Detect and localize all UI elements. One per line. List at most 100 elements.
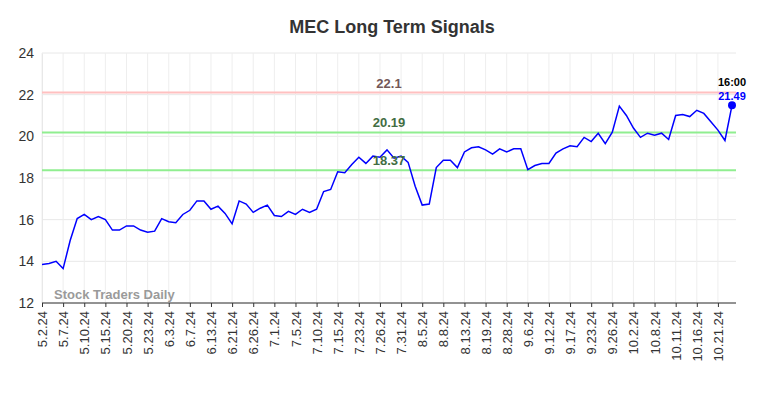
tick: 9.6.24 [521, 303, 536, 347]
tick-mark [612, 303, 613, 307]
grid-line [189, 53, 190, 303]
grid-line [633, 53, 634, 303]
grid-line [358, 53, 359, 303]
tick-label: 7.23.24 [352, 311, 367, 354]
reference-label: 22.1 [376, 76, 401, 91]
grid-line [295, 53, 296, 303]
tick: 10.21.24 [711, 303, 726, 362]
grid-line [274, 53, 275, 303]
tick-mark [211, 303, 212, 307]
grid [42, 53, 736, 303]
tick-mark [317, 303, 318, 307]
tick-label: 12 [18, 295, 34, 311]
tick: 24 [18, 45, 42, 61]
grid-line [464, 53, 465, 303]
tick: 8.28.24 [500, 303, 515, 354]
grid-line [147, 53, 148, 303]
tick-mark [232, 303, 233, 307]
grid-line [42, 178, 736, 179]
tick-mark [676, 303, 677, 307]
tick-label: 18 [18, 170, 34, 186]
tick-label: 7.15.24 [331, 311, 346, 354]
tick-mark [126, 303, 127, 307]
tick-mark [380, 303, 381, 307]
tick: 10.16.24 [690, 303, 705, 362]
grid-line [232, 53, 233, 303]
tick-label: 8.13.24 [457, 311, 472, 354]
tick: 10.11.24 [669, 303, 684, 361]
grid-line [42, 261, 736, 262]
plot-area [42, 101, 736, 268]
tick-label: 9.12.24 [542, 311, 557, 354]
tick: 5.7.24 [56, 303, 71, 347]
grid-line [696, 53, 697, 303]
tick-mark [84, 303, 85, 307]
tick-label: 8.28.24 [500, 311, 515, 354]
tick-label: 8.5.24 [415, 311, 430, 347]
tick-label: 9.26.24 [605, 311, 620, 354]
tick-label: 5.10.24 [77, 311, 92, 354]
tick-label: 16 [18, 212, 34, 228]
tick-label: 20 [18, 128, 34, 144]
tick: 9.17.24 [563, 303, 578, 354]
grid-line [42, 53, 43, 303]
grid-line [42, 94, 736, 95]
tick: 16 [18, 212, 42, 228]
reference-line [42, 131, 736, 133]
tick-mark [697, 303, 698, 307]
tick-mark [464, 303, 465, 307]
tick-label: 6.13.24 [204, 311, 219, 354]
tick-mark [274, 303, 275, 307]
tick-mark [63, 303, 64, 307]
tick-mark [507, 303, 508, 307]
tick-label: 22 [18, 87, 34, 103]
grid-line [126, 53, 127, 303]
value-label: 21.49 [718, 90, 746, 102]
tick-mark [549, 303, 550, 307]
tick-label: 6.3.24 [162, 311, 177, 347]
tick: 6.13.24 [204, 303, 219, 354]
grid-line [485, 53, 486, 303]
tick: 7.31.24 [394, 303, 409, 354]
grid-line [654, 53, 655, 303]
tick-mark [295, 303, 296, 307]
tick-mark [443, 303, 444, 307]
tick: 9.26.24 [605, 303, 620, 354]
tick-label: 9.23.24 [584, 311, 599, 354]
tick-mark [190, 303, 191, 307]
grid-line [42, 303, 736, 304]
grid-line [210, 53, 211, 303]
chart: 121416182022245.2.245.7.245.10.245.15.24… [0, 0, 784, 398]
tick-label: 14 [18, 253, 34, 269]
grid-line [443, 53, 444, 303]
tick-label: 7.1.24 [267, 311, 282, 347]
tick-label: 5.20.24 [120, 311, 135, 354]
tick: 18 [18, 170, 42, 186]
grid-line [42, 219, 736, 220]
tick-mark [253, 303, 254, 307]
tick-mark [148, 303, 149, 307]
tick: 8.8.24 [436, 303, 451, 347]
tick-mark [169, 303, 170, 307]
tick: 10.8.24 [648, 303, 663, 354]
reference-line [42, 169, 736, 171]
tick: 22 [18, 87, 42, 103]
tick: 8.13.24 [457, 303, 472, 354]
grid-line [84, 53, 85, 303]
x-axis: 5.2.245.7.245.10.245.15.245.20.245.23.24… [35, 303, 736, 362]
grid-line [548, 53, 549, 303]
grid-line [570, 53, 571, 303]
tick: 6.21.24 [225, 303, 240, 354]
tick: 20 [18, 128, 42, 144]
tick-label: 5.7.24 [56, 311, 71, 347]
tick: 10.2.24 [626, 303, 641, 354]
grid-line [253, 53, 254, 303]
tick-label: 5.2.24 [35, 311, 50, 347]
tick-mark [591, 303, 592, 307]
tick-label: 8.19.24 [479, 311, 494, 354]
price-line [42, 105, 732, 268]
tick-label: 7.31.24 [394, 311, 409, 354]
tick: 5.20.24 [120, 303, 135, 354]
tick: 9.12.24 [542, 303, 557, 354]
tick: 6.26.24 [246, 303, 261, 354]
